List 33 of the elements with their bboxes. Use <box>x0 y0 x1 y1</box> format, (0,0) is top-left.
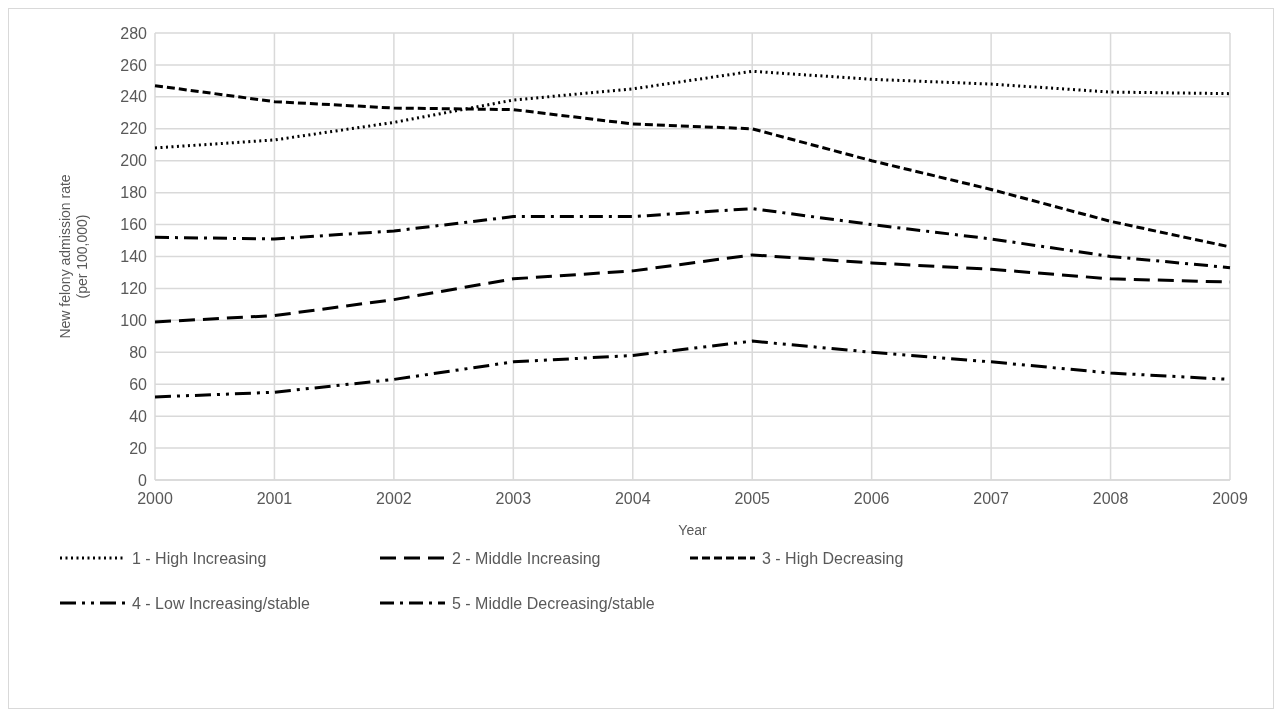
x-tick-label: 2008 <box>1092 490 1129 507</box>
y-tick-label: 0 <box>138 471 148 489</box>
x-tick-label: 2003 <box>495 490 532 507</box>
x-tick-label: 2002 <box>376 490 412 507</box>
y-tick-label: 200 <box>120 152 148 170</box>
y-tick-label: 20 <box>129 439 148 457</box>
y-tick-label: 260 <box>120 56 148 74</box>
legend-label: 2 - Middle Increasing <box>452 549 601 567</box>
x-tick-label: 2005 <box>734 490 771 507</box>
y-tick-label: 100 <box>120 311 148 329</box>
legend-label: 1 - High Increasing <box>132 549 267 567</box>
y-tick-label: 160 <box>120 216 148 234</box>
x-axis-title: Year <box>678 522 707 538</box>
y-tick-label: 240 <box>120 88 148 106</box>
x-tick-label: 2009 <box>1212 490 1248 507</box>
x-tick-label: 2004 <box>614 490 651 507</box>
x-tick-label: 2000 <box>137 490 173 507</box>
legend-label: 4 - Low Increasing/stable <box>132 594 310 612</box>
legend-label: 5 - Middle Decreasing/stable <box>452 594 655 612</box>
x-tick-label: 2006 <box>853 490 890 507</box>
line-series <box>153 207 1232 270</box>
y-tick-label: 280 <box>120 24 148 42</box>
y-tick-label: 180 <box>120 184 148 202</box>
y-tick-label: 120 <box>120 280 148 298</box>
y-tick-label: 40 <box>129 407 148 425</box>
y-tick-label: 80 <box>129 343 148 361</box>
y-tick-label: 220 <box>120 120 148 138</box>
y-tick-label: 60 <box>129 375 148 393</box>
y-axis-title: New felony admission rate (per 100,000) <box>57 174 90 339</box>
x-tick-label: 2001 <box>256 490 293 507</box>
legend-label: 3 - High Decreasing <box>762 549 904 567</box>
y-tick-label: 140 <box>120 248 148 266</box>
x-tick-label: 2007 <box>973 490 1010 507</box>
